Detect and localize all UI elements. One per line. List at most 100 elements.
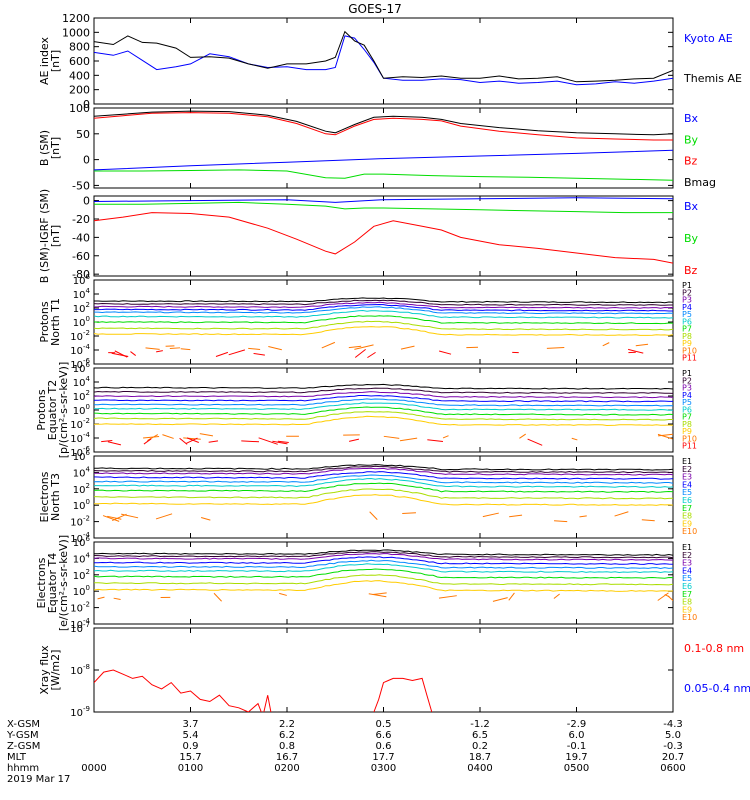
y-axis-label: Equator T4 — [46, 553, 59, 613]
y-axis-label: Protons — [35, 389, 48, 430]
tick-base: 10 — [70, 708, 83, 719]
y-tick-label: 200 — [69, 84, 90, 97]
legend-item: P7 — [682, 413, 692, 422]
tick-base: 10 — [73, 304, 86, 315]
tick-base: 10 — [73, 538, 86, 549]
y-axis-label: North T3 — [49, 473, 62, 521]
series-0-1-0-8-nm — [94, 669, 278, 712]
y-tick-label: 10-2 — [70, 417, 90, 431]
tick-base: 10 — [70, 332, 83, 343]
tick-base: 10 — [73, 290, 86, 301]
data-fragment — [183, 437, 201, 440]
legend-item: E2 — [682, 551, 692, 560]
tick-base: 10 — [70, 434, 83, 445]
legend-item: P2 — [682, 376, 692, 385]
plot-area — [94, 383, 673, 446]
y-tick-label: 10-6 — [70, 445, 90, 459]
legend-item: P1 — [682, 281, 692, 290]
tick-exponent: -2 — [83, 417, 90, 425]
channel-p7 — [94, 406, 673, 416]
data-fragment — [641, 519, 655, 522]
y-tick-label: -20 — [72, 213, 90, 226]
panel-3: 0 -20 -40 -60 -80 B (SM)-IGRF (SM)[nT] Bx By Bz — [38, 189, 699, 283]
data-fragment — [143, 438, 152, 445]
legend-item: E1 — [682, 543, 692, 552]
legend-item: P10 — [682, 346, 697, 355]
y-axis-label: [nT] — [49, 50, 62, 72]
channel-e7 — [94, 568, 673, 579]
channel-e4 — [94, 556, 673, 565]
data-fragment — [402, 512, 416, 515]
y-tick-label: 0 — [83, 195, 90, 208]
legend-item: P6 — [682, 405, 692, 414]
y-axis-label: B (SM) — [38, 130, 51, 166]
data-fragment — [180, 348, 191, 351]
y-tick-label: 104 — [73, 551, 91, 565]
x-row-value: 0.6 — [376, 741, 392, 752]
legend-item: By — [684, 133, 699, 146]
tick-base: 10 — [70, 360, 83, 371]
panel-frame — [93, 107, 674, 189]
data-fragment — [657, 592, 669, 601]
data-fragment — [628, 348, 644, 354]
legend-item: Kyoto AE — [684, 32, 733, 45]
legend-item: P8 — [682, 332, 692, 341]
data-fragment — [111, 352, 129, 357]
tick-base: 10 — [73, 587, 86, 598]
y-tick-label: 104 — [73, 375, 91, 389]
panel-frame — [93, 627, 674, 713]
tick-base: 10 — [70, 420, 83, 431]
x-row-label: Z-GSM — [7, 741, 40, 752]
y-tick-label: 10-4 — [70, 617, 90, 631]
legend-item: P7 — [682, 325, 692, 334]
y-tick-label: 106 — [73, 361, 91, 375]
x-row-value: 0.8 — [279, 741, 295, 752]
data-fragment — [155, 513, 173, 520]
y-tick-label: 10-2 — [70, 329, 90, 343]
y-tick-label: 10-2 — [70, 515, 90, 529]
tick-exponent: 6 — [86, 535, 91, 543]
data-fragment — [369, 511, 378, 520]
legend-item: P11 — [682, 354, 697, 363]
y-tick-label: 10-4 — [70, 343, 90, 357]
x-row-value: -0.3 — [663, 741, 683, 752]
legend-item: E7 — [682, 504, 692, 513]
y-tick-label: 10-4 — [70, 431, 90, 445]
x-row-value: 0.5 — [376, 719, 392, 730]
y-tick-label: 100 — [69, 102, 90, 115]
legend-item: P3 — [682, 384, 692, 393]
channel-p8 — [94, 411, 673, 421]
x-row-label: X-GSM — [7, 719, 40, 730]
channel-e2 — [94, 551, 673, 559]
legend-item: E4 — [682, 480, 692, 489]
tick-base: 10 — [73, 571, 86, 582]
y-axis-label: [nT] — [49, 225, 62, 247]
y-axis-label: [e/(cm²-s-sr-keV)] — [57, 535, 70, 631]
data-fragment — [268, 346, 282, 351]
series-0-1-0-8-nm — [373, 677, 433, 712]
y-tick-label: -40 — [72, 231, 90, 244]
y-tick-label: 10-2 — [70, 601, 90, 615]
legend-item: E3 — [682, 559, 692, 568]
channel-e8 — [94, 488, 673, 500]
tick-exponent: -4 — [83, 617, 91, 625]
tick-exponent: -4 — [83, 343, 91, 351]
y-tick-label: 104 — [73, 465, 91, 479]
y-axis-label: Electrons — [35, 557, 48, 608]
tick-exponent: -9 — [83, 705, 90, 713]
x-row-value: 0300 — [371, 763, 396, 774]
y-tick-label: 102 — [73, 301, 90, 315]
data-fragment — [145, 347, 160, 350]
y-axis-label: Electrons — [38, 471, 51, 522]
data-fragment — [614, 511, 629, 517]
y-tick-label: 10-9 — [70, 705, 90, 719]
legend-item: Bz — [684, 264, 698, 277]
tick-exponent: -8 — [83, 663, 90, 671]
channel-p2 — [94, 387, 673, 394]
data-fragment — [658, 433, 673, 437]
data-fragment — [348, 345, 362, 349]
plot-area — [94, 297, 673, 359]
data-fragment — [213, 592, 222, 602]
